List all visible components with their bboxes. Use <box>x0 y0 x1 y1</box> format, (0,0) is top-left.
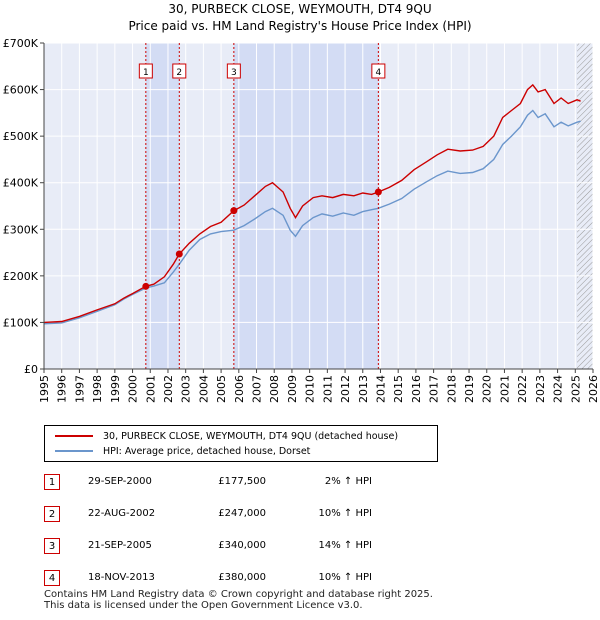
x-tick-label: 2018 <box>445 375 458 403</box>
x-tick-label: 2025 <box>569 375 582 403</box>
y-tick-label: £600K <box>3 84 39 97</box>
series-line <box>43 109 581 325</box>
price-chart: 1 2 3 4 £0 £100K £200K £300K £400K £500K £600K £70… <box>3 37 600 403</box>
chart-legend: 30, PURBECK CLOSE, WEYMOUTH, DT4 9QU (de… <box>44 425 438 462</box>
x-tick-label: 2005 <box>215 375 228 403</box>
x-tick-label: 2021 <box>498 375 511 403</box>
sale-hpi-change: 10% ↑ HPI <box>318 572 372 583</box>
y-tick-label: £300K <box>3 223 39 236</box>
sale-hpi-change: 2% ↑ HPI <box>324 476 372 487</box>
chart-subtitle: Price paid vs. HM Land Registry's House … <box>128 19 472 33</box>
x-tick-label: 2015 <box>392 375 405 403</box>
x-tick-label: 2023 <box>534 375 547 403</box>
x-tick-label: 2016 <box>410 375 423 403</box>
sale-price: £177,500 <box>218 476 266 487</box>
footer-copyright: Contains HM Land Registry data © Crown c… <box>44 589 433 600</box>
sale-marker-label: 1 <box>143 68 149 78</box>
sale-price: £340,000 <box>218 540 266 551</box>
x-tick-label: 2017 <box>428 375 441 403</box>
sale-marker-label: 4 <box>375 68 381 78</box>
x-tick-label: 2006 <box>233 375 246 403</box>
x-tick-label: 2009 <box>286 375 299 403</box>
y-tick-label: £0 <box>24 363 38 376</box>
x-tick-label: 2001 <box>144 375 157 403</box>
y-tick-label: £400K <box>3 177 39 190</box>
legend-label-hpi: HPI: Average price, detached house, Dors… <box>103 445 311 457</box>
x-tick-label: 2022 <box>516 375 529 403</box>
sale-row: 2 22-AUG-2002 £247,000 10% ↑ HPI <box>44 506 464 524</box>
sale-number-badge: 3 <box>44 538 60 554</box>
sale-point <box>175 250 183 258</box>
x-tick-label: 1996 <box>56 375 69 403</box>
x-tick-label: 1999 <box>109 375 122 403</box>
sale-marker-box <box>226 63 241 79</box>
sale-date: 18-NOV-2013 <box>88 572 155 583</box>
x-tick-label: 2002 <box>162 375 175 403</box>
sale-row: 4 18-NOV-2013 £380,000 10% ↑ HPI <box>44 570 464 588</box>
sale-marker-label: 3 <box>231 68 237 78</box>
sale-hpi-change: 10% ↑ HPI <box>318 508 372 519</box>
y-tick-label: £700K <box>3 37 39 50</box>
sale-marker-box <box>371 63 386 79</box>
x-tick-label: 1997 <box>73 375 86 403</box>
x-tick-label: 2000 <box>127 375 140 403</box>
sale-marker-box <box>138 63 153 79</box>
sale-point <box>374 188 382 196</box>
x-tick-label: 2004 <box>197 375 210 403</box>
y-tick-label: £500K <box>3 130 39 143</box>
legend-swatch-hpi <box>55 450 93 452</box>
sale-point <box>142 282 150 290</box>
shaded-period <box>233 43 379 369</box>
x-tick-label: 2008 <box>268 375 281 403</box>
shaded-period <box>145 43 180 369</box>
sale-point <box>230 207 238 215</box>
sale-price: £247,000 <box>218 508 266 519</box>
x-tick-label: 2026 <box>587 375 600 403</box>
x-tick-label: 2010 <box>304 375 317 403</box>
sale-marker-box <box>172 63 187 79</box>
x-tick-label: 2013 <box>357 375 370 403</box>
x-tick-label: 2014 <box>374 375 387 403</box>
y-tick-label: £200K <box>3 270 39 283</box>
future-hatch <box>577 43 593 369</box>
legend-label-property: 30, PURBECK CLOSE, WEYMOUTH, DT4 9QU (de… <box>103 430 399 442</box>
sale-number-badge: 2 <box>44 506 60 522</box>
series-line <box>43 83 581 324</box>
sale-row: 3 21-SEP-2005 £340,000 14% ↑ HPI <box>44 538 464 556</box>
legend-swatch-property <box>55 435 93 437</box>
sale-number-badge: 1 <box>44 474 60 490</box>
x-tick-label: 1995 <box>38 375 51 403</box>
x-tick-label: 2024 <box>552 375 565 403</box>
footer-licence: This data is licensed under the Open Gov… <box>44 600 363 611</box>
x-tick-label: 2007 <box>251 375 264 403</box>
chart-title: 30, PURBECK CLOSE, WEYMOUTH, DT4 9QU <box>168 2 432 16</box>
x-tick-label: 2020 <box>481 375 494 403</box>
x-tick-label: 2003 <box>180 375 193 403</box>
sale-row: 1 29-SEP-2000 £177,500 2% ↑ HPI <box>44 474 464 492</box>
x-tick-label: 2011 <box>321 375 334 403</box>
legend-item-property: 30, PURBECK CLOSE, WEYMOUTH, DT4 9QU (de… <box>55 429 398 443</box>
x-tick-label: 1998 <box>91 375 104 403</box>
x-tick-label: 2019 <box>463 375 476 403</box>
y-tick-label: £100K <box>3 316 39 329</box>
sale-hpi-change: 14% ↑ HPI <box>318 540 372 551</box>
sale-marker-label: 2 <box>176 68 182 78</box>
legend-item-hpi: HPI: Average price, detached house, Dors… <box>55 444 310 458</box>
sale-date: 21-SEP-2005 <box>88 540 152 551</box>
sale-date: 29-SEP-2000 <box>88 476 152 487</box>
x-tick-label: 2012 <box>339 375 352 403</box>
sale-price: £380,000 <box>218 572 266 583</box>
sale-date: 22-AUG-2002 <box>88 508 156 519</box>
sale-number-badge: 4 <box>44 570 60 586</box>
